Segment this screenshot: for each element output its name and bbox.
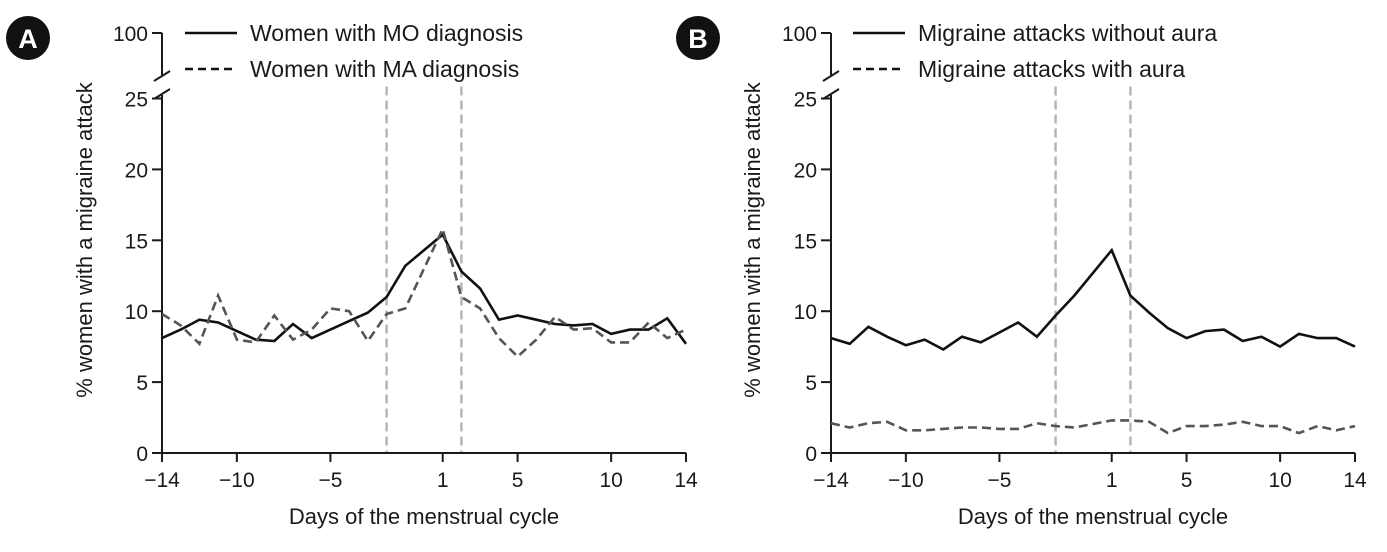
panel-a-x-axis-title: Days of the menstrual cycle	[289, 504, 559, 529]
panel-a-y-tick-label-15: 15	[125, 230, 148, 253]
panel-b-y-tick-label-5: 5	[805, 372, 817, 395]
panel-a-y-tick-label-20: 20	[125, 159, 148, 182]
panel-b-badge-letter: B	[688, 24, 708, 54]
panel-b-y-tick-label-25: 25	[794, 89, 817, 112]
panel-a-badge-circle	[6, 16, 50, 60]
panel-a-x-tick-label-0: −14	[144, 469, 180, 492]
panel-a-y-tick-label-0: 0	[136, 443, 148, 466]
panel-b-x-tick-label-6: 14	[1343, 469, 1367, 492]
panel-a-x-tick-label-1: −10	[219, 469, 255, 492]
panel-b-x-tick-label-3: 1	[1106, 469, 1118, 492]
panel-b-y-tick-label-100: 100	[782, 23, 817, 46]
panel-b-y-tick-label-0: 0	[805, 443, 817, 466]
panel-a-x-tick-label-2: −5	[318, 469, 342, 492]
panel-a-y-tick-label-100: 100	[113, 23, 148, 46]
panel-a-axis-break-mark-2	[153, 88, 171, 100]
panel-a-legend-label-1: Women with MO diagnosis	[250, 20, 523, 46]
panel-a-series-line-dashed	[161, 225, 687, 359]
panel-b-series-line-dashed	[830, 419, 1356, 435]
panel-a-y-axis-title: % women with a migraine attack	[72, 81, 97, 397]
panel-a-y-tick-label-25: 25	[125, 89, 148, 112]
panel-b-x-tick-label-1: −10	[888, 469, 924, 492]
panel-a-legend-label-2: Women with MA diagnosis	[250, 56, 519, 82]
panel-b-legend-label-1: Migraine attacks without aura	[918, 20, 1217, 46]
panel-b-x-tick-label-5: 10	[1268, 469, 1291, 492]
panel-a-x-tick-label-4: 5	[512, 469, 524, 492]
panel-b-axis-break-mark-1	[822, 70, 840, 82]
panel-b-axis-break-mark-2	[822, 88, 840, 100]
panel-b-x-tick-label-2: −5	[987, 469, 1011, 492]
panel-b-y-tick-label-10: 10	[794, 301, 817, 324]
panel-b-y-axis-title: % women with a migraine attack	[740, 81, 765, 397]
panel-a-y-tick-label-10: 10	[125, 301, 148, 324]
panel-a-axis-break-mark-1	[153, 70, 171, 82]
panel-b-legend-label-2: Migraine attacks with aura	[918, 56, 1185, 82]
panel-a-x-tick-label-5: 10	[599, 469, 622, 492]
panel-a-series-line-solid	[161, 232, 688, 345]
panel-b-x-tick-label-4: 5	[1181, 469, 1193, 492]
panel-a-badge-letter: A	[18, 24, 38, 54]
panel-b-y-tick-label-15: 15	[794, 230, 817, 253]
panel-b-y-tick-label-20: 20	[794, 159, 817, 182]
panel-b-badge-circle	[676, 16, 720, 60]
panel-a-y-tick-label-5: 5	[136, 372, 148, 395]
panel-b-x-tick-label-0: −14	[813, 469, 849, 492]
panel-b-series-line-solid	[830, 247, 1356, 352]
panel-a-x-tick-label-6: 14	[674, 469, 698, 492]
panel-a-x-tick-label-3: 1	[437, 469, 449, 492]
panel-b-x-axis-title: Days of the menstrual cycle	[958, 504, 1228, 529]
